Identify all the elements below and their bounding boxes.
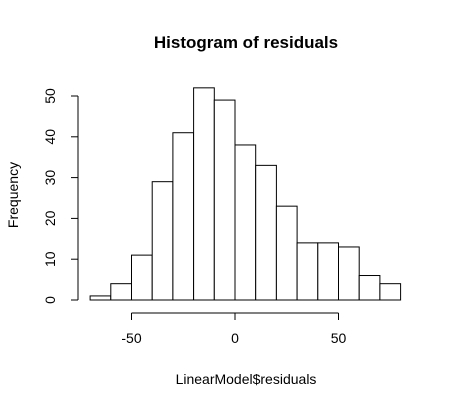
y-axis-label: Frequency	[5, 162, 21, 228]
x-tick-label: -50	[121, 330, 141, 346]
y-tick-label: 10	[42, 251, 58, 267]
histogram-bar	[296, 242, 319, 301]
x-axis: -50 0 50	[121, 312, 347, 346]
x-tick-label: 0	[231, 330, 239, 346]
histogram-bar	[379, 283, 402, 301]
y-tick-label: 20	[42, 210, 58, 226]
x-tick-label: 50	[331, 330, 347, 346]
histogram-bar	[172, 132, 195, 301]
histogram-bar	[110, 283, 133, 301]
y-axis: 0 10 20 30 40 50	[42, 88, 79, 304]
y-tick-label: 0	[42, 296, 58, 304]
histogram-bar	[338, 246, 360, 301]
x-axis-label: LinearModel$residuals	[176, 371, 317, 387]
histogram-bar	[317, 242, 339, 301]
chart-title: Histogram of residuals	[154, 33, 338, 52]
histogram-bar	[131, 254, 153, 301]
histogram-bar	[255, 164, 277, 301]
histogram-bar	[358, 275, 381, 301]
histogram-bar	[234, 144, 257, 301]
bars-group	[89, 87, 402, 301]
histogram-bar	[89, 295, 112, 301]
histogram-bar	[275, 205, 298, 301]
y-tick-label: 50	[42, 88, 58, 104]
y-tick-label: 30	[42, 170, 58, 186]
histogram-bar	[213, 99, 236, 301]
y-tick-label: 40	[42, 129, 58, 145]
histogram-bar	[193, 87, 215, 301]
histogram-bar	[151, 181, 174, 301]
